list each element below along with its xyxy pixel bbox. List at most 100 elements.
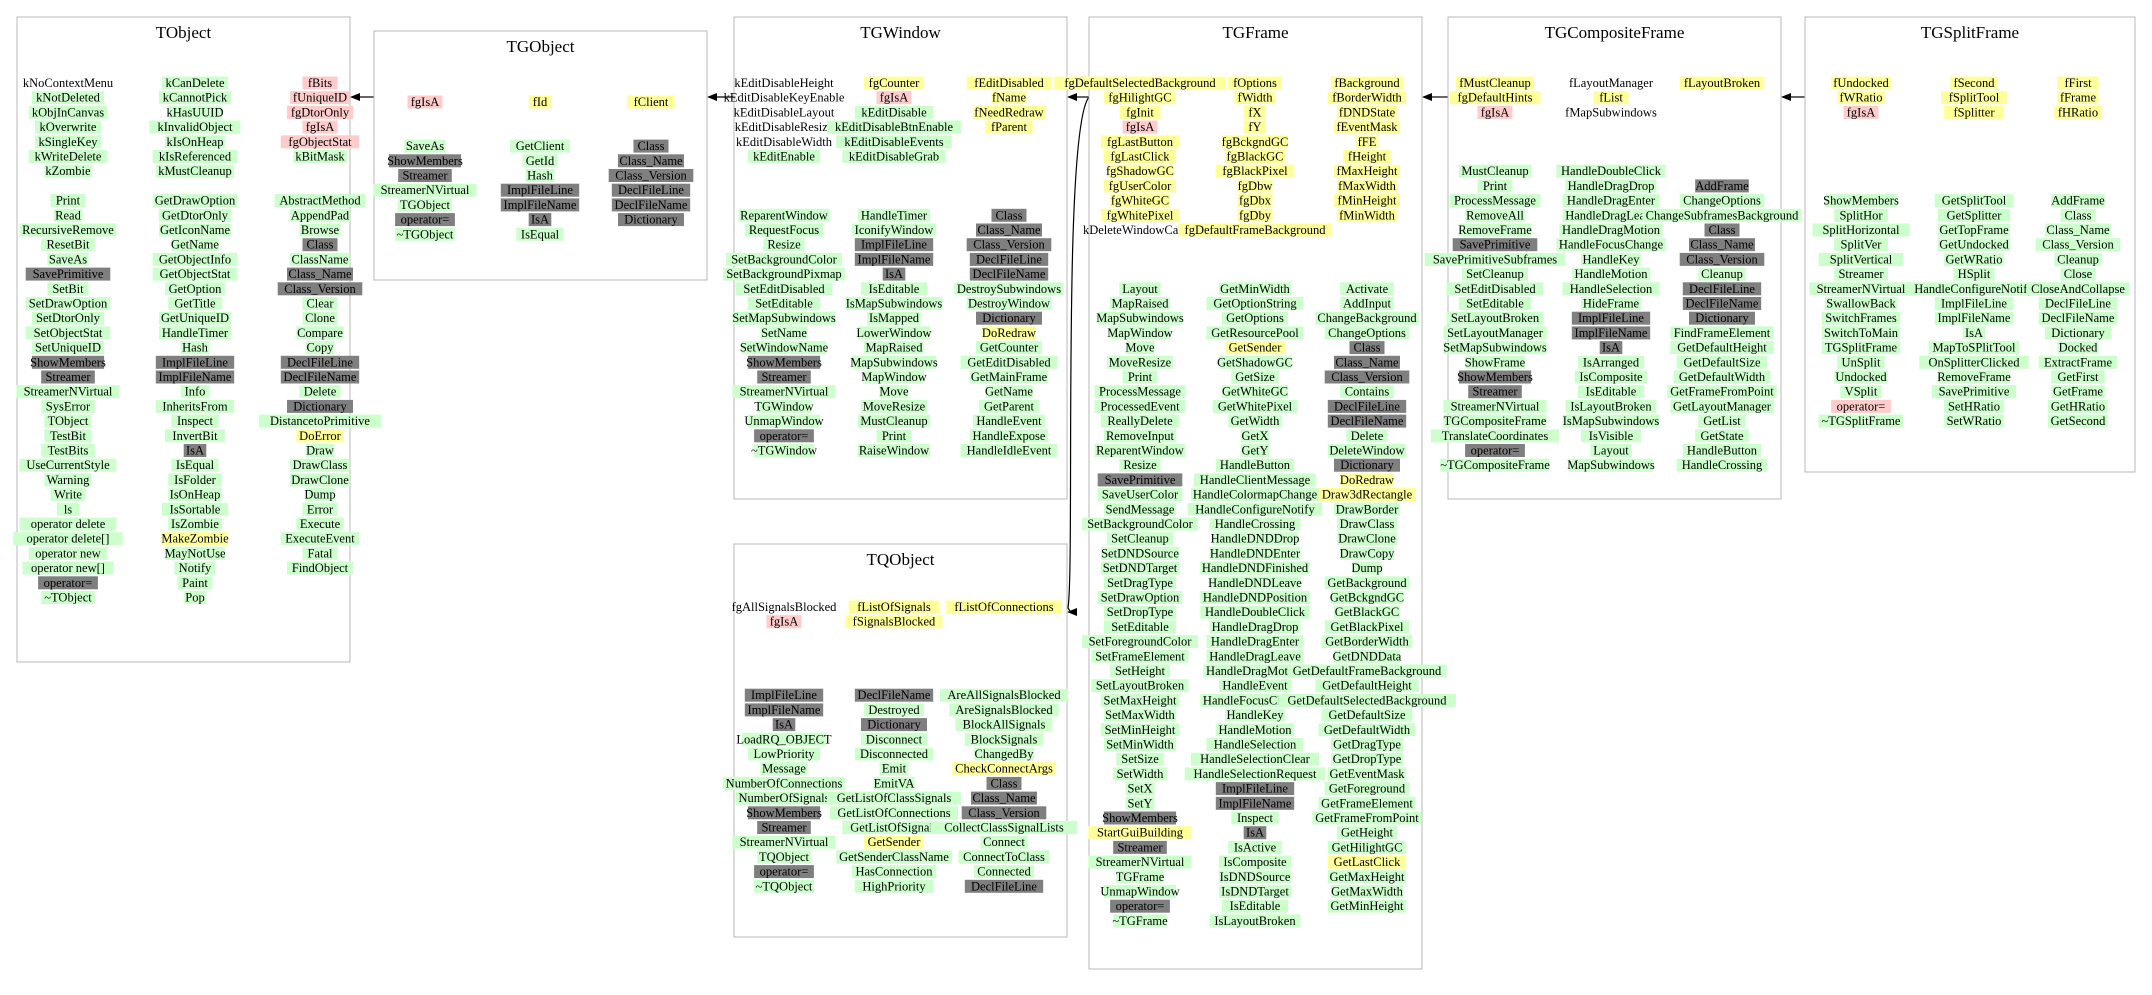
member-save-primitive: SavePrimitive [1939,385,2010,399]
member-is-zombie: IsZombie [171,517,219,531]
member-disconnected: Disconnected [860,747,929,761]
member-highlight [1334,120,1400,134]
member-highlight [991,208,1027,222]
member-show-frame: ShowFrame [1465,355,1526,369]
member-tgsplit-frame: ~TGSplitFrame [1822,414,1901,428]
member-f-unique-id: fUniqueID [293,91,347,105]
member-highlight [1222,135,1288,149]
member-impl-file-line: ImplFileLine [162,355,228,369]
member-highlight [1103,429,1177,443]
member-f-layout-manager: fLayoutManager [1569,76,1654,90]
member-get-icon-name: GetIconName [160,223,231,237]
member-highlight [980,835,1028,849]
member-highlight [1340,473,1394,487]
member-move-resize: MoveResize [863,399,926,413]
member-set-hratio: SetHRatio [1948,399,2000,413]
member-highlight [1119,282,1161,296]
member-highlight [1337,826,1397,840]
member-get-wratio: GetWRatio [1946,252,2003,266]
member-handle-drag-leave: HandleDragLeave [1565,208,1657,222]
member-k-has-uuid: kHasUUID [167,105,224,119]
member-highlight [1834,208,1888,222]
class-boxes: TObject kNoContextMenukNotDeletedkObjInCa… [13,16,2136,970]
member-raise-window: RaiseWindow [859,444,929,458]
member-print: Print [1483,179,1508,193]
member-impl-file-line: ImplFileLine [1222,782,1288,796]
member-highlight [500,198,580,212]
member-set-editable: SetEditable [1466,297,1524,311]
member-streamer-nvirtual: StreamerNVirtual [740,835,829,849]
member-changed-by: ChangedBy [974,747,1034,761]
member-highlight [747,747,821,761]
member-highlight [1821,326,1901,340]
member-handle-dnddrop: HandleDNDDrop [1211,532,1300,546]
member-set-dtor-only: SetDtorOnly [36,311,101,325]
member-fg-is-a: fgIsA [1847,105,1875,119]
member-highlight [1443,414,1547,428]
member-get-default-size: GetDefaultSize [1683,355,1761,369]
member-highlight [1088,826,1192,840]
member-highlight [1324,370,1410,384]
member-map-window: MapWindow [861,370,926,384]
member-highlight [1477,179,1513,193]
member-highlight [1113,914,1167,928]
member-highlight [31,311,105,325]
member-tgobject: ~TGObject [397,227,454,241]
member-highlight [1315,311,1419,325]
member-highlight [1321,635,1413,649]
member-show-members: ShowMembers [1823,194,1899,208]
member-set-min-height: SetMinHeight [1105,723,1176,737]
member-k-write-delete: kWriteDelete [35,150,102,164]
member-are-all-signals-blocked: AreAllSignalsBlocked [947,688,1061,702]
member-is-editable: IsEditable [869,282,920,296]
member-k-edit-enable: kEditEnable [753,150,815,164]
member-k-must-cleanup: kMustCleanup [158,164,232,178]
member-highlight [1590,444,1632,457]
member-operator: operator= [1471,444,1520,458]
member-highlight [53,208,83,222]
member-get-resource-pool: GetResourcePool [1211,326,1299,340]
member-highlight [35,135,101,149]
member-highlight [1431,429,1559,443]
member-class: Class [990,776,1017,790]
member-highlight [25,297,111,310]
member-set-editable: SetEditable [1111,620,1169,634]
member-highlight [627,95,675,109]
member-highlight [1465,444,1525,457]
member-k-single-key: kSingleKey [38,135,98,149]
member-f-split-tool: fSplitTool [1949,91,2000,105]
member-send-message: SendMessage [1106,502,1175,516]
member-k-not-deleted: kNotDeleted [36,91,101,105]
member-highlight [1559,223,1663,237]
member-k-is-on-heap: kIsOnHeap [167,135,224,149]
member-f-splitter: fSplitter [1954,105,1996,119]
member-map-subwindows: MapSubwindows [1096,311,1184,325]
member-highlight [1689,311,1755,325]
member-tobject: ~TObject [44,591,92,605]
member-must-cleanup: MustCleanup [860,414,927,428]
member-highlight [876,429,912,443]
member-highlight [158,311,232,325]
member-clone: Clone [305,311,335,325]
member-connect: Connect [983,835,1025,849]
member-highlight [168,297,222,310]
member-highlight [1468,385,1522,399]
member-highlight [1824,194,1898,208]
member-f-options: fOptions [1233,76,1277,90]
member-highlight [1667,385,1777,399]
member-set-map-subwindows: SetMapSubwindows [732,311,836,325]
member-highlight [930,821,1078,834]
member-highlight [277,282,363,296]
member-highlight [1215,164,1295,178]
member-highlight [165,135,225,149]
member-tgwindow: TGWindow [754,399,813,413]
member-highlight [1834,370,1888,384]
member-fatal: Fatal [308,546,334,560]
member-highlight [174,561,216,575]
member-is-composite: IsComposite [1579,370,1643,384]
member-dictionary: Dictionary [624,213,678,227]
member-cleanup: Cleanup [2057,252,2099,266]
member-get-drag-type: GetDragType [1333,738,1401,752]
member-get-min-height: GetMinHeight [1331,899,1404,913]
member-highlight [608,169,694,182]
